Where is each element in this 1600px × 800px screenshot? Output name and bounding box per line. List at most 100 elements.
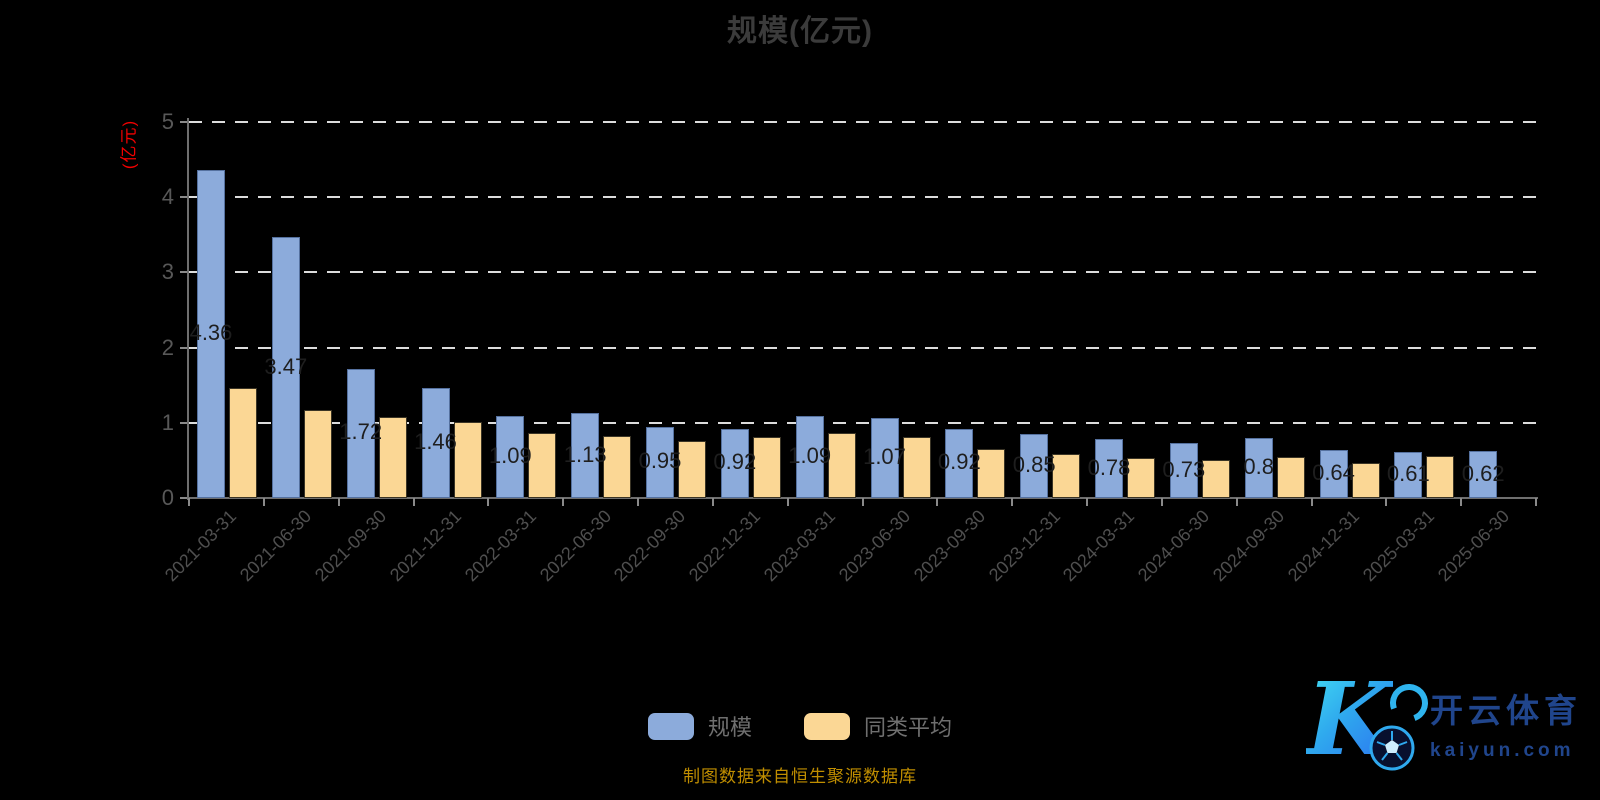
bar-value-label: 3.47 <box>264 353 308 379</box>
x-axis-tick <box>337 498 340 506</box>
bar-value-label: 1.72 <box>339 419 383 445</box>
bar-规模-2022-09-30[interactable] <box>646 426 674 498</box>
x-axis-tick <box>861 498 864 506</box>
gridline-y-2 <box>189 346 1536 349</box>
bar-规模-2021-09-30[interactable] <box>346 368 375 498</box>
x-axis-category-label: 2024-06-30 <box>1134 506 1214 586</box>
bar-同类平均-2021-09-30[interactable] <box>378 416 407 498</box>
x-axis-category-label: 2023-09-30 <box>909 506 989 586</box>
bar-同类平均-2022-03-31[interactable] <box>528 433 557 498</box>
x-axis-tick <box>637 498 639 506</box>
legend: 规模 同类平均 <box>0 710 1600 742</box>
bar-同类平均-2023-09-30[interactable] <box>977 449 1006 498</box>
bar-value-label: 1.13 <box>563 441 607 467</box>
brand-name-cn: 开云体育 <box>1430 692 1582 729</box>
bar-同类平均-2024-06-30[interactable] <box>1201 459 1230 498</box>
bar-规模-2022-06-30[interactable] <box>571 413 600 498</box>
bar-value-label: 1.09 <box>488 443 532 469</box>
bar-同类平均-2024-12-31[interactable] <box>1351 463 1380 498</box>
bar-value-label: 0.92 <box>937 449 981 475</box>
bar-规模-2023-12-31[interactable] <box>1020 434 1049 498</box>
x-axis-category-label: 2023-12-31 <box>984 506 1064 586</box>
x-axis-category-label: 2021-09-30 <box>310 506 391 586</box>
x-axis-category-label: 2022-03-31 <box>460 506 540 586</box>
bar-value-label: 0.64 <box>1312 459 1355 485</box>
x-axis-tick <box>1011 498 1014 506</box>
bar-规模-2024-09-30[interactable] <box>1244 437 1273 498</box>
y-axis-tick <box>180 271 189 274</box>
x-axis-tick <box>262 498 265 506</box>
x-axis-tick <box>1235 498 1238 506</box>
bar-同类平均-2022-06-30[interactable] <box>603 435 632 498</box>
bar-规模-2024-06-30[interactable] <box>1169 443 1198 498</box>
y-axis-tick-label: 4 <box>161 184 174 210</box>
bar-规模-2025-06-30[interactable] <box>1469 451 1498 498</box>
brand-domain: kaiyun.com <box>1430 740 1575 761</box>
bar-value-label: 4.36 <box>189 320 233 346</box>
legend-label-average: 同类平均 <box>864 715 953 740</box>
y-axis-tick-label: 2 <box>161 334 174 360</box>
bar-规模-2021-03-31[interactable] <box>197 170 225 498</box>
bar-同类平均-2021-06-30[interactable] <box>303 410 332 498</box>
gridline-y-1 <box>189 421 1536 424</box>
bar-value-label: 1.46 <box>414 429 457 455</box>
bar-同类平均-2021-12-31[interactable] <box>453 422 482 498</box>
gridline-y-3 <box>189 271 1536 274</box>
data-source-note: 制图数据来自恒生聚源数据库 <box>683 767 917 786</box>
bar-同类平均-2023-06-30[interactable] <box>902 437 931 498</box>
x-axis-tick <box>1086 498 1088 506</box>
bar-规模-2023-06-30[interactable] <box>870 417 899 498</box>
bar-规模-2024-12-31[interactable] <box>1319 449 1348 498</box>
y-axis-tick-label: 0 <box>161 485 174 510</box>
x-axis-tick <box>711 498 714 506</box>
bar-规模-2025-03-31[interactable] <box>1394 452 1423 498</box>
y-axis-tick <box>180 421 189 424</box>
bar-规模-2021-06-30[interactable] <box>271 237 300 498</box>
x-axis-tick <box>786 498 789 506</box>
y-axis-tick-label: 5 <box>161 109 174 134</box>
x-axis-tick <box>562 498 565 506</box>
bar-同类平均-2023-12-31[interactable] <box>1052 453 1081 498</box>
x-axis-category-label: 2023-03-31 <box>759 506 840 586</box>
bar-同类平均-2025-03-31[interactable] <box>1426 455 1455 498</box>
legend-item-scale[interactable]: 规模 <box>647 710 752 742</box>
y-axis-tick <box>180 196 189 199</box>
x-axis-category-label: 2024-09-30 <box>1208 506 1289 586</box>
bar-同类平均-2024-03-31[interactable] <box>1127 458 1155 498</box>
x-axis-category-label: 2025-03-31 <box>1358 506 1438 586</box>
x-axis-tick <box>1160 498 1163 506</box>
x-axis-tick <box>1310 498 1313 506</box>
bar-同类平均-2022-12-31[interactable] <box>752 437 781 498</box>
bar-规模-2023-09-30[interactable] <box>945 428 974 498</box>
x-axis-category-label: 2024-12-31 <box>1283 506 1364 586</box>
bar-value-label: 0.78 <box>1087 454 1131 480</box>
gridline-y-5 <box>189 121 1536 123</box>
bar-value-label: 1.07 <box>863 443 906 469</box>
bar-规模-2023-03-31[interactable] <box>795 416 824 498</box>
y-axis-tick-label: 1 <box>161 409 174 435</box>
bar-value-label: 0.73 <box>1162 456 1206 482</box>
legend-swatch-average <box>804 712 850 740</box>
legend-item-average[interactable]: 同类平均 <box>804 710 952 742</box>
x-axis-tick <box>1460 498 1463 506</box>
x-axis-category-label: 2022-06-30 <box>535 506 615 586</box>
bar-规模-2024-03-31[interactable] <box>1095 439 1123 498</box>
bar-value-label: 0.85 <box>1012 452 1056 478</box>
bar-同类平均-2024-09-30[interactable] <box>1276 457 1305 498</box>
gridline-y-4 <box>189 196 1536 199</box>
bar-同类平均-2023-03-31[interactable] <box>827 432 856 498</box>
y-axis-tick <box>180 121 189 123</box>
bar-value-label: 0.62 <box>1461 460 1505 486</box>
bar-value-label: 0.8 <box>1243 453 1274 479</box>
x-axis-tick <box>1385 498 1388 506</box>
bar-同类平均-2021-03-31[interactable] <box>229 388 257 498</box>
bar-规模-2022-03-31[interactable] <box>496 416 525 498</box>
x-axis-category-label: 2021-12-31 <box>385 506 466 586</box>
x-axis-tick <box>188 498 190 506</box>
bar-value-label: 0.92 <box>713 449 757 475</box>
x-axis-tick <box>1535 498 1537 506</box>
bar-规模-2021-12-31[interactable] <box>421 388 450 498</box>
bar-同类平均-2022-09-30[interactable] <box>678 440 706 498</box>
bar-规模-2022-12-31[interactable] <box>720 428 749 498</box>
